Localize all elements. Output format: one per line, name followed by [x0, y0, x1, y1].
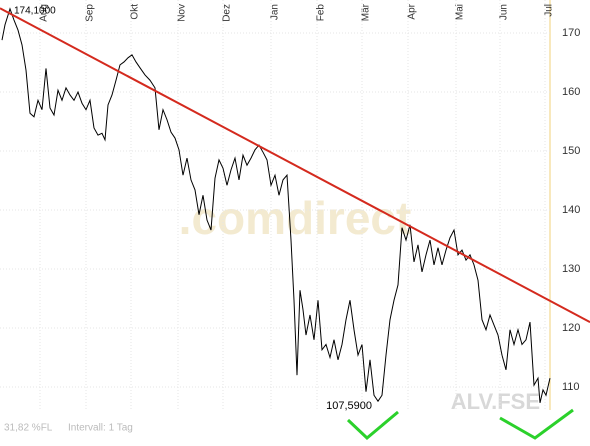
check-mark: [499, 408, 574, 440]
x-tick-label: Apr: [407, 3, 418, 19]
y-tick-label: 150: [562, 145, 580, 157]
y-tick-label: 170: [562, 27, 580, 39]
y-tick-label: 130: [562, 263, 580, 275]
footer-change: 31,82 %FL: [4, 423, 53, 434]
x-tick-label: Jan: [270, 4, 281, 20]
trend-line: [0, 7, 590, 323]
low-label: 107,5900: [326, 400, 372, 412]
x-tick-label: Feb: [316, 4, 327, 22]
y-tick-label: 160: [562, 86, 580, 98]
x-tick-label: Aug: [39, 4, 50, 22]
y-tick-label: 120: [562, 322, 580, 334]
y-tick-label: 110: [562, 381, 580, 393]
check-mark: [346, 410, 399, 441]
price-line: [1, 7, 551, 404]
x-tick-label: Okt: [130, 4, 141, 20]
x-tick-label: Dez: [222, 4, 233, 22]
high-label: 174,1000: [14, 6, 56, 17]
watermark: .comdirect: [179, 192, 412, 244]
x-tick-label: Jul: [544, 4, 555, 17]
x-tick-label: Nov: [177, 4, 188, 22]
x-tick-label: Jun: [499, 4, 510, 20]
x-tick-label: Mai: [455, 4, 466, 20]
x-tick-label: Sep: [85, 4, 96, 22]
footer-interval: Intervall: 1 Tag: [68, 423, 133, 434]
symbol-watermark: ALV.FSE: [451, 389, 540, 414]
y-tick-label: 140: [562, 204, 580, 216]
x-tick-label: Mär: [361, 3, 372, 21]
